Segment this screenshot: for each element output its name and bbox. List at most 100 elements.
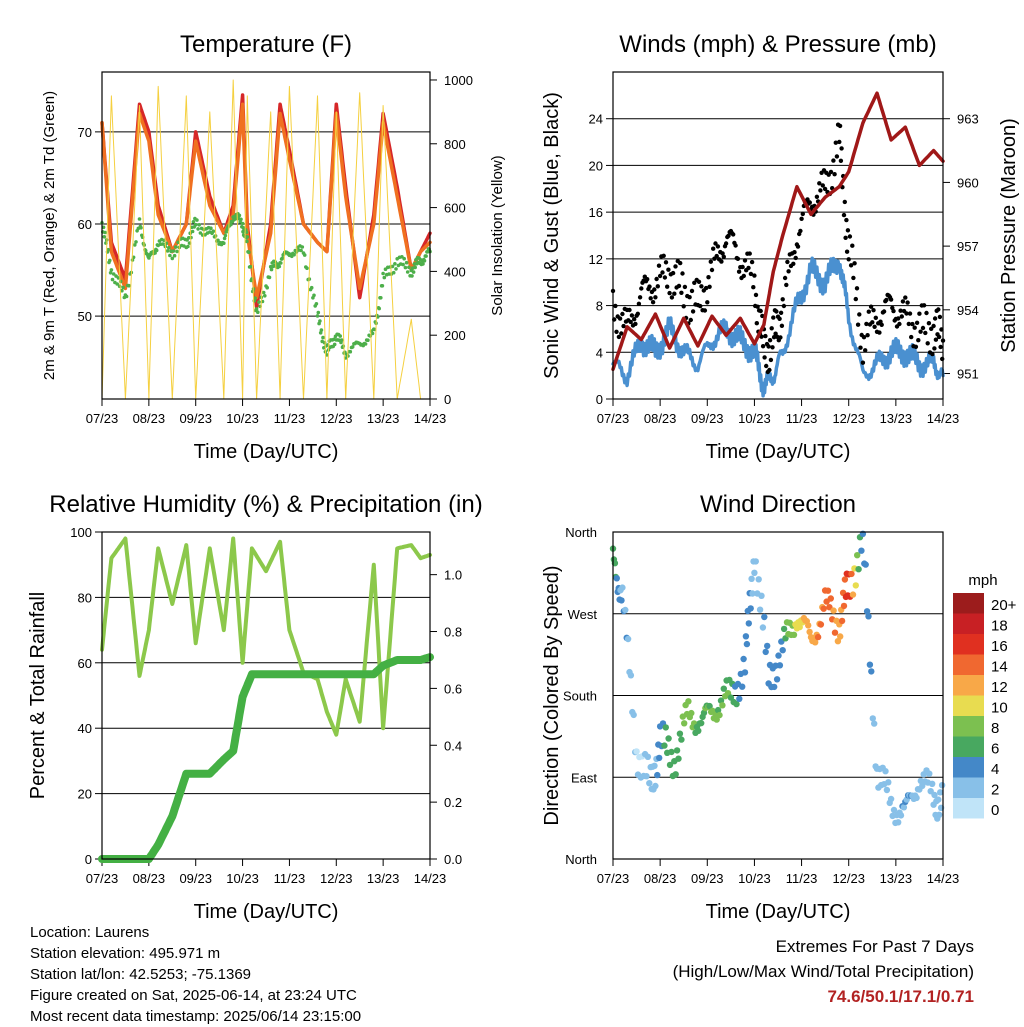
data-point	[688, 317, 693, 323]
data-point	[305, 266, 309, 271]
x-tick-label: 07/23	[86, 871, 119, 886]
data-point	[775, 652, 782, 659]
data-point	[882, 768, 889, 775]
data-point	[841, 576, 849, 583]
y-tick-label: 24	[589, 112, 603, 127]
data-point	[845, 228, 851, 233]
data-point	[837, 123, 843, 129]
data-point	[222, 241, 226, 245]
y2-tick-label: 1.0	[444, 568, 462, 583]
data-point	[871, 720, 878, 727]
data-point	[827, 595, 834, 602]
legend-label: 14	[991, 659, 1008, 676]
data-point	[309, 285, 314, 290]
data-point	[895, 819, 902, 826]
x-tick-label: 13/23	[880, 871, 913, 886]
legend-swatch	[953, 716, 984, 737]
data-point	[318, 319, 322, 323]
data-point	[709, 267, 715, 273]
data-point	[870, 320, 875, 325]
y2-tick-label: 800	[444, 137, 466, 152]
data-point	[837, 139, 842, 145]
data-point	[711, 246, 716, 251]
data-point	[758, 308, 763, 314]
legend-label: 6	[991, 741, 999, 758]
data-point	[832, 172, 837, 177]
data-point	[255, 310, 260, 315]
data-point	[391, 270, 396, 275]
x-tick-label: 10/23	[738, 871, 771, 886]
legend-swatch	[953, 613, 984, 634]
data-point	[338, 334, 343, 338]
data-point	[910, 321, 915, 327]
data-point	[133, 243, 137, 247]
data-point	[716, 711, 723, 719]
data-point	[733, 700, 740, 708]
data-point	[929, 780, 936, 787]
data-point	[897, 812, 905, 819]
data-point	[277, 264, 282, 269]
data-point	[636, 301, 642, 306]
data-point	[616, 334, 622, 340]
legend-label: 20+	[991, 597, 1017, 614]
data-point	[223, 233, 228, 238]
data-point	[850, 243, 855, 248]
data-point	[168, 253, 172, 258]
data-point	[762, 355, 767, 360]
y-tick-label: 60	[78, 656, 92, 671]
data-point	[698, 303, 703, 309]
x-tick-label: 14/23	[927, 411, 960, 426]
data-point	[678, 736, 685, 743]
chart-title-1: Winds (mph) & Pressure (mb)	[619, 31, 936, 58]
data-point	[198, 231, 203, 235]
data-point	[720, 685, 727, 692]
extremes-values: 74.6/50.1/17.1/0.71	[827, 987, 974, 1006]
data-point	[792, 250, 797, 255]
data-point	[656, 263, 662, 268]
legend-label: 10	[991, 700, 1008, 717]
data-point	[863, 608, 871, 615]
data-point	[733, 243, 738, 248]
data-point	[110, 277, 115, 282]
data-point	[844, 217, 849, 223]
data-point	[229, 222, 233, 227]
data-point	[643, 773, 650, 780]
data-point	[913, 344, 919, 349]
series-solar-insolation	[101, 79, 431, 400]
legend-label: 12	[991, 679, 1008, 696]
data-point	[316, 310, 321, 315]
data-point	[763, 333, 768, 339]
data-point	[619, 584, 626, 591]
legend-label: 18	[991, 618, 1008, 635]
data-point	[925, 341, 930, 346]
data-point	[818, 188, 823, 193]
recent-timestamp-text: Most recent data timestamp: 2025/06/14 2…	[30, 1008, 362, 1025]
data-point	[887, 795, 895, 803]
plot-frame-0	[101, 71, 431, 400]
legend-swatch	[953, 777, 984, 798]
data-point	[896, 316, 901, 321]
data-point	[662, 724, 669, 731]
x-tick-label: 14/23	[414, 411, 447, 426]
x-tick-label: 09/23	[179, 411, 212, 426]
x-tick-label: 08/23	[133, 411, 166, 426]
legend-title: mph	[968, 572, 997, 589]
data-point	[884, 297, 889, 303]
data-point	[245, 235, 250, 239]
data-point	[868, 668, 875, 675]
data-point	[695, 727, 702, 734]
data-point	[739, 683, 746, 690]
data-point	[197, 223, 201, 227]
data-point	[740, 655, 747, 663]
y-tick-label: East	[571, 770, 597, 785]
data-point	[403, 265, 408, 270]
data-point	[321, 335, 325, 340]
data-point	[834, 154, 840, 159]
data-point	[269, 267, 274, 272]
x-axis-label-3: Time (Day/UTC)	[706, 901, 851, 923]
x-tick-label: 11/23	[786, 411, 818, 426]
data-point	[628, 319, 633, 325]
data-point	[348, 349, 353, 354]
data-point	[817, 621, 825, 628]
data-point	[350, 345, 355, 349]
